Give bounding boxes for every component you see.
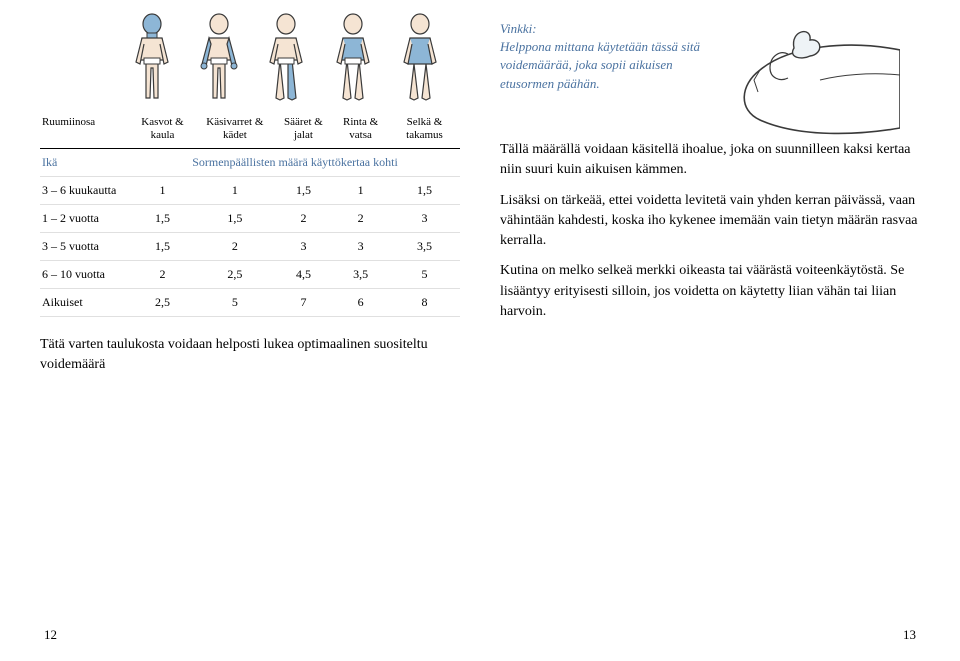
tip-block: Vinkki: Helppona mittana käytetään tässä… [500,10,920,140]
tip-label: Vinkki: [500,21,537,36]
dosage-table: Ruumiinosa Kasvot & kaula Käsivarret & k… [40,110,460,317]
body-figure-back [388,10,452,106]
page-number-left: 12 [44,627,57,643]
cell: 1,5 [275,177,333,205]
hdr-rinta: Rinta & vatsa [332,110,389,149]
cell: 2 [195,233,275,261]
cell: 3,5 [332,261,389,289]
cell: 1 [130,177,195,205]
cell: 2 [332,205,389,233]
tip-text-block: Vinkki: Helppona mittana käytetään tässä… [500,20,720,93]
cell: 1 [332,177,389,205]
left-column: Ruumiinosa Kasvot & kaula Käsivarret & k… [40,10,460,641]
row-label: Aikuiset [40,289,130,317]
table-row: 3 – 6 kuukautta 1 1 1,5 1 1,5 [40,177,460,205]
table-row: Aikuiset 2,5 5 7 6 8 [40,289,460,317]
cell: 2,5 [195,261,275,289]
row-label: 6 – 10 vuotta [40,261,130,289]
table-row: 6 – 10 vuotta 2 2,5 4,5 3,5 5 [40,261,460,289]
cell: 4,5 [275,261,333,289]
cell: 2 [275,205,333,233]
table-body: 3 – 6 kuukautta 1 1 1,5 1 1,5 1 – 2 vuot… [40,177,460,317]
cell: 3 [332,233,389,261]
subhdr-ika: Ikä [40,149,130,177]
body-diagrams-row [40,10,460,106]
table-subheader-row: Ikä Sormenpäällisten määrä käyttökertaa … [40,149,460,177]
hdr-saaret: Sääret & jalat [275,110,333,149]
cell: 6 [332,289,389,317]
row-label: 3 – 6 kuukautta [40,177,130,205]
cell: 2 [130,261,195,289]
body-figure-chest [321,10,385,106]
fingertip-illustration [730,20,900,140]
row-label: 3 – 5 vuotta [40,233,130,261]
cell: 5 [195,289,275,317]
cell: 1,5 [130,205,195,233]
cell: 1,5 [195,205,275,233]
hdr-kasivarret: Käsivarret & kädet [195,110,275,149]
cell: 3 [275,233,333,261]
hdr-ruumiinosa: Ruumiinosa [40,110,130,149]
body-figure-arms [187,10,251,106]
cell: 3 [389,205,460,233]
cell: 2,5 [130,289,195,317]
cell: 8 [389,289,460,317]
cell: 1 [195,177,275,205]
row-label: 1 – 2 vuotta [40,205,130,233]
page-number-right: 13 [903,627,916,643]
table-row: 3 – 5 vuotta 1,5 2 3 3 3,5 [40,233,460,261]
cell: 7 [275,289,333,317]
hdr-selka: Selkä & takamus [389,110,460,149]
subhdr-desc: Sormenpäällisten määrä käyttökertaa koht… [130,149,460,177]
cell: 3,5 [389,233,460,261]
paragraph-2: Lisäksi on tärkeää, ettei voidetta levit… [500,191,920,252]
body-figure-face [120,10,184,106]
table-caption: Tätä varten taulukosta voidaan helposti … [40,335,460,374]
tip-body: Helppona mittana käytetään tässä sitä vo… [500,39,700,90]
body-figure-legs [254,10,318,106]
table-header-row: Ruumiinosa Kasvot & kaula Käsivarret & k… [40,110,460,149]
cell: 5 [389,261,460,289]
cell: 1,5 [130,233,195,261]
cell: 1,5 [389,177,460,205]
paragraph-3: Kutina on melko selkeä merkki oikeasta t… [500,261,920,322]
table-row: 1 – 2 vuotta 1,5 1,5 2 2 3 [40,205,460,233]
right-column: Vinkki: Helppona mittana käytetään tässä… [500,10,920,641]
paragraph-1: Tällä määrällä voidaan käsitellä ihoalue… [500,140,920,181]
hdr-kasvot: Kasvot & kaula [130,110,195,149]
